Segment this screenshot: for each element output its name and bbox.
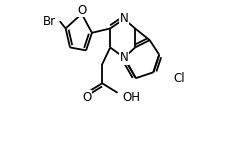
Text: N: N — [120, 12, 129, 25]
Text: Br: Br — [43, 15, 56, 28]
Text: OH: OH — [122, 91, 140, 104]
Text: Cl: Cl — [174, 72, 185, 85]
Text: O: O — [77, 4, 86, 17]
Text: N: N — [120, 51, 129, 64]
Text: O: O — [82, 91, 91, 104]
